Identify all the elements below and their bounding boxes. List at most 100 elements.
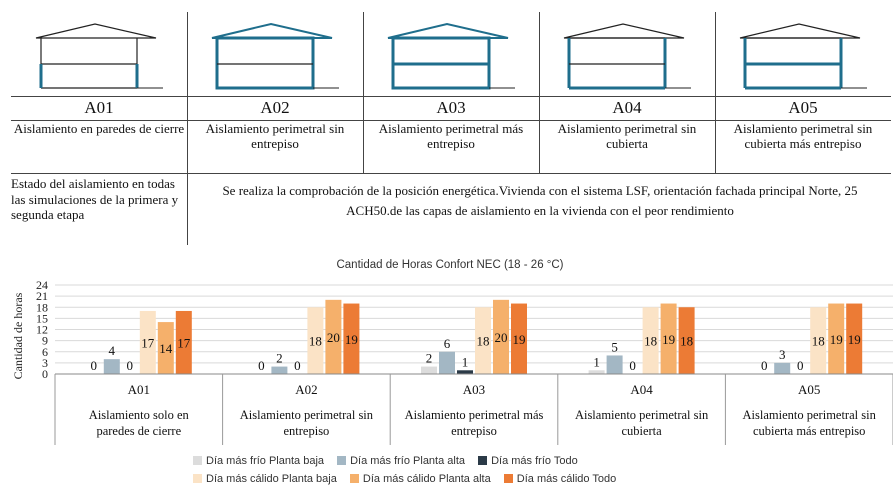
house-diagram-a01 [35, 23, 163, 89]
bar [774, 362, 791, 374]
data-label: 0 [797, 358, 804, 373]
table-divider [539, 12, 540, 173]
x-category-code: A04 [630, 382, 653, 397]
data-label: 3 [779, 347, 786, 362]
data-label: 0 [294, 358, 301, 373]
config-description-a05: Aislamiento perimetral sin cubierta más … [733, 121, 873, 151]
chart-legend-row-2: Día más cálido Planta baja Día más cálid… [193, 473, 626, 485]
chart-legend-row-1: Día más frío Planta baja Día más frío Pl… [193, 455, 588, 467]
x-category-label: Aislamiento perimetral sin cubierta más e… [743, 408, 877, 438]
config-code-a04: A04 [612, 98, 642, 117]
bar [678, 307, 695, 374]
data-label: 20 [495, 330, 508, 345]
data-label: 19 [830, 332, 843, 347]
data-label: 18 [680, 334, 693, 349]
bar [457, 370, 473, 374]
insulation-configuration-table: A01 A02 A03 A04 A05 Aislamiento en pared… [11, 12, 891, 245]
legend-swatch [337, 456, 347, 465]
x-category-label-line: Aislamiento perimetral más [405, 408, 544, 422]
bar [343, 303, 360, 374]
x-category-label-line: Aislamiento solo en [89, 408, 190, 422]
y-tick-label: 24 [36, 278, 48, 292]
data-label: 19 [848, 332, 861, 347]
data-label: 0 [258, 358, 265, 373]
y-tick-label: 0 [42, 367, 48, 381]
x-category-label: Aislamiento solo en paredes de cierre [89, 408, 190, 438]
table-divider [187, 173, 188, 245]
x-category-label-line: paredes de cierre [96, 424, 181, 438]
house-diagram-a05 [739, 23, 867, 90]
bar [588, 370, 605, 374]
legend-label: Día más frío Todo [491, 455, 578, 467]
data-label: 18 [477, 334, 490, 349]
x-category-label: Aislamiento perimetral más entrepiso [405, 408, 544, 438]
config-description-a01: Aislamiento en paredes de cierre [13, 121, 185, 136]
y-tick-label: 9 [42, 334, 48, 348]
bar [175, 310, 192, 374]
table-divider [11, 96, 891, 97]
legend-swatch [193, 456, 202, 465]
config-code-a05: A05 [788, 98, 818, 117]
table-divider [11, 120, 891, 121]
x-category-label-line: Aislamiento perimetral sin [240, 408, 374, 422]
data-label: 19 [662, 332, 675, 347]
legend-item: Día más frío Planta baja [193, 455, 324, 467]
data-label: 6 [444, 336, 451, 351]
bar [157, 322, 174, 374]
config-code-a01: A01 [84, 98, 114, 117]
data-label: 5 [611, 339, 618, 354]
legend-swatch [478, 456, 488, 465]
data-label: 1 [593, 354, 600, 369]
comfort-hours-chart: Cantidad de Horas Confort NEC (18 - 26 °… [11, 259, 893, 445]
chart-title: Cantidad de Horas Confort NEC (18 - 26 °… [336, 259, 563, 271]
legend-label: Día más frío Planta alta [350, 455, 466, 467]
bar [660, 303, 677, 374]
bar [606, 355, 623, 374]
legend-item: Día más frío Todo [478, 455, 578, 467]
bar [271, 366, 288, 374]
bar [810, 307, 827, 374]
legend-label: Día más frío Planta baja [206, 455, 325, 467]
bar [421, 366, 437, 374]
bar [103, 359, 120, 374]
x-category-code: A01 [128, 382, 150, 397]
data-label: 20 [327, 330, 340, 345]
x-category-code: A02 [295, 382, 317, 397]
x-category-label-line: Aislamiento perimetral sin [575, 408, 709, 422]
house-diagram-a04 [563, 23, 691, 90]
legend-swatch [503, 474, 513, 483]
legend-swatch [349, 474, 359, 483]
bar [493, 299, 509, 374]
data-label: 0 [91, 358, 98, 373]
bar [139, 310, 156, 374]
config-description-a02: Aislamiento perimetral sin entrepiso [205, 121, 345, 151]
data-label: 0 [127, 358, 134, 373]
config-code-a02: A02 [260, 98, 290, 117]
data-label: 1 [462, 354, 469, 369]
x-category-label-line: cubierta [621, 424, 662, 438]
y-tick-label: 18 [36, 300, 48, 314]
data-label: 2 [426, 351, 433, 366]
bar [846, 303, 863, 374]
data-label: 2 [276, 351, 283, 366]
data-label: 14 [159, 341, 173, 356]
x-category-label-line: Aislamiento perimetral sin [743, 408, 877, 422]
x-category-code: A05 [798, 382, 820, 397]
legend-item: Día más cálido Planta alta [349, 473, 491, 485]
legend-swatch [193, 474, 202, 483]
data-label: 18 [644, 334, 657, 349]
config-code-a03: A03 [436, 98, 466, 117]
x-category-label: Aislamiento perimetral sin entrepiso [240, 408, 374, 438]
legend-label: Día más cálido Planta alta [362, 473, 491, 485]
bar [325, 299, 342, 374]
config-description-a03: Aislamiento perimetral más entrepiso [378, 121, 524, 151]
x-category-label-line: entrepiso [451, 424, 497, 438]
legend-item: Día más frío Planta alta [337, 455, 465, 467]
x-category-label-line: entrepiso [283, 424, 329, 438]
bar [642, 307, 659, 374]
y-tick-label: 12 [36, 323, 48, 337]
legend-label: Día más cálido Planta baja [206, 473, 337, 485]
data-label: 0 [761, 358, 768, 373]
data-label: 19 [513, 332, 526, 347]
data-label: 4 [109, 343, 116, 358]
